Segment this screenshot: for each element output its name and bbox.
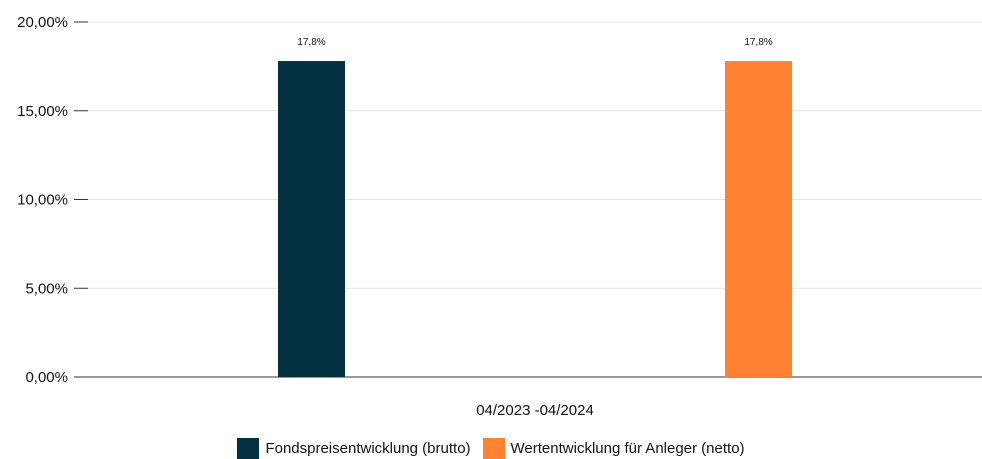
- y-tick-label: 15,00%: [17, 103, 68, 120]
- data-label: 17,8%: [297, 37, 325, 48]
- bar-netto: [725, 61, 792, 378]
- legend-item-brutto[interactable]: Fondspreisentwicklung (brutto): [237, 438, 471, 459]
- legend: Fondspreisentwicklung (brutto) Wertentwi…: [0, 438, 982, 459]
- y-tick-label: 5,00%: [25, 280, 68, 297]
- y-tick-label: 10,00%: [17, 192, 68, 209]
- bar-brutto: [278, 61, 345, 378]
- x-category-label: 04/2023 -04/2024: [476, 402, 594, 419]
- bars: [278, 61, 792, 378]
- y-tick-label: 20,00%: [17, 14, 68, 31]
- axes: [74, 21, 982, 378]
- legend-swatch-brutto: [237, 438, 260, 459]
- y-tick-label: 0,00%: [25, 369, 68, 386]
- legend-swatch-netto: [482, 438, 505, 459]
- bar-chart: 0,00% 5,00% 10,00% 15,00% 20,00% 17,8% 17,8% 04…: [17, 14, 982, 419]
- data-label: 17,8%: [744, 37, 772, 48]
- gridlines: [88, 21, 982, 289]
- legend-item-netto[interactable]: Wertentwicklung für Anleger (netto): [482, 438, 745, 459]
- labels: 0,00% 5,00% 10,00% 15,00% 20,00% 17,8% 17,8% 04…: [17, 14, 773, 419]
- legend-label-netto: Wertentwicklung für Anleger (netto): [510, 440, 745, 457]
- legend-label-brutto: Fondspreisentwicklung (brutto): [265, 440, 471, 457]
